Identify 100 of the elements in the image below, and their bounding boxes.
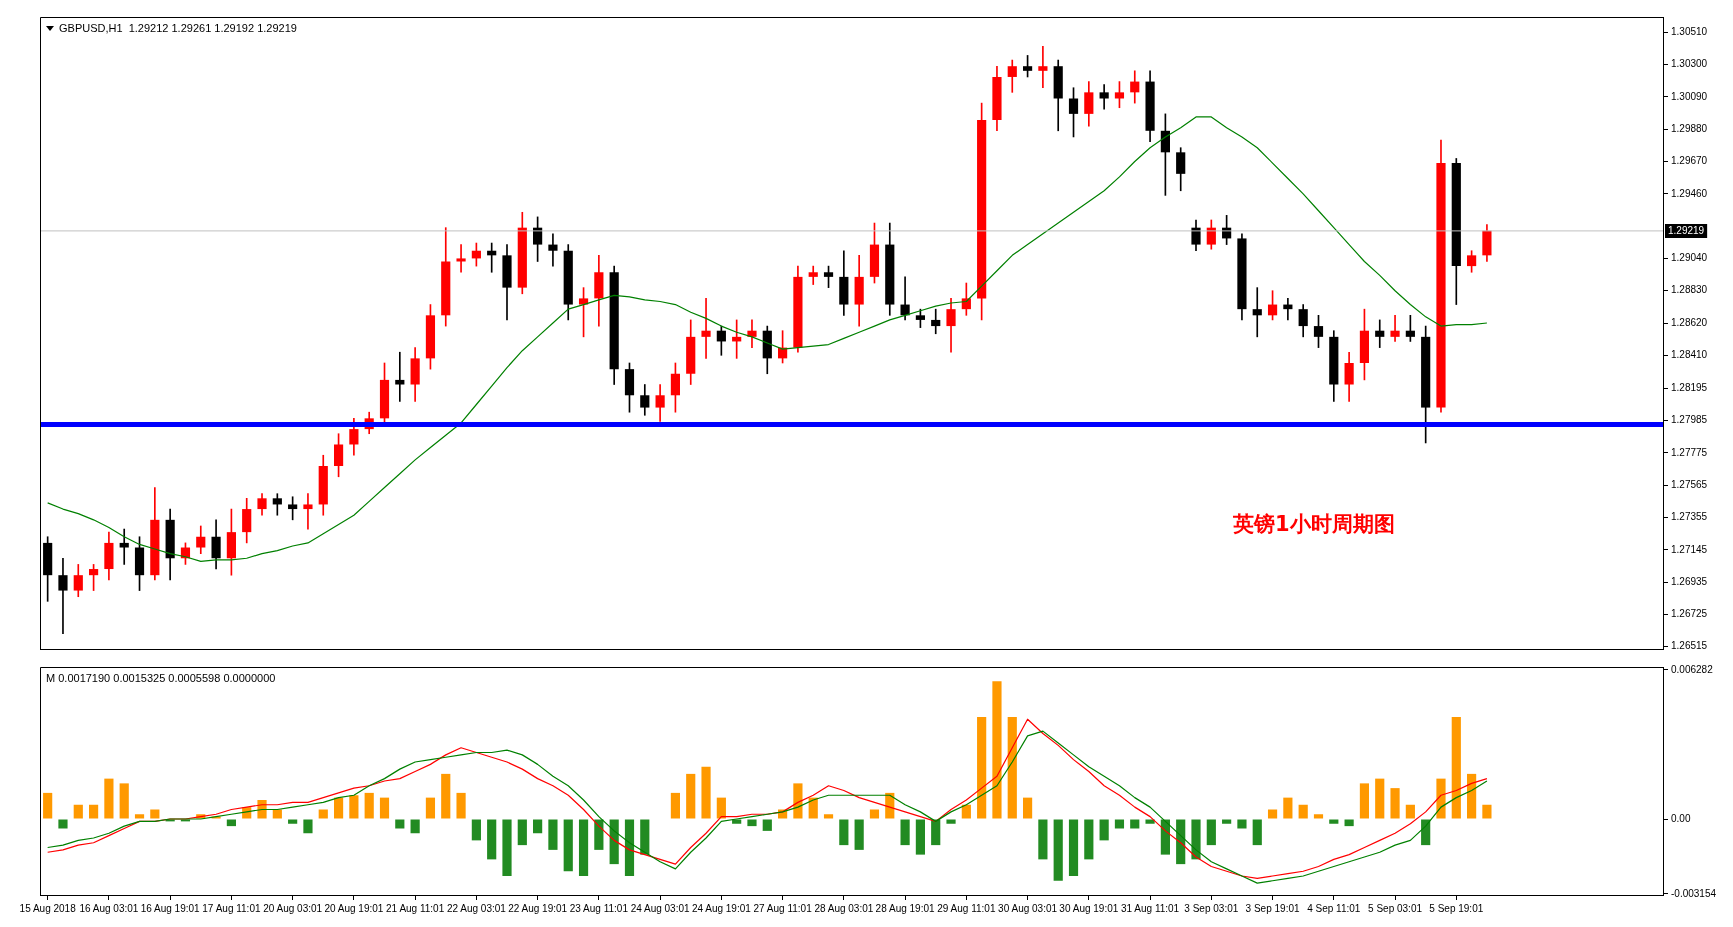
bar (73, 804, 83, 819)
bar (686, 773, 696, 819)
y-tick-label: 1.29040 (1671, 252, 1708, 264)
y-tick-label: 1.26515 (1671, 640, 1708, 652)
x-tick-label: 16 Aug 03:01 (79, 902, 139, 914)
candlestick (548, 233, 558, 267)
bar (1099, 819, 1109, 841)
candlestick (395, 351, 405, 402)
y-tick-label: 0.00 (1671, 812, 1691, 824)
y-tick-label: 1.27355 (1671, 511, 1708, 523)
bar (1068, 819, 1079, 876)
bar (1405, 804, 1415, 819)
bar (992, 681, 1002, 819)
bar (333, 797, 344, 819)
bar (793, 783, 803, 819)
bar (104, 778, 114, 819)
x-tick-label: 16 Aug 19:01 (140, 902, 201, 914)
bar (349, 795, 359, 819)
x-tick-label: 30 Aug 19:01 (1059, 902, 1119, 914)
y-tick-label: 0.006282 (1671, 663, 1714, 675)
candlestick (1252, 287, 1262, 338)
y-tick-label: 1.27985 (1671, 414, 1708, 426)
bar (364, 792, 374, 819)
bar (456, 792, 466, 819)
x-tick-label: 28 Aug 03:01 (814, 902, 874, 914)
bar (808, 797, 818, 819)
bar (1237, 819, 1247, 829)
y-tick-label: 1.28410 (1671, 349, 1708, 361)
bar (1359, 783, 1370, 819)
x-tick-label: 17 Aug 11:01 (202, 902, 261, 914)
x-tick-label: 31 Aug 11:01 (1120, 902, 1180, 914)
bar (1114, 819, 1125, 829)
bar (441, 773, 451, 819)
y-tick-label: 1.29460 (1671, 187, 1708, 199)
y-tick-label: 1.26935 (1671, 575, 1708, 587)
bar (1267, 809, 1278, 819)
x-tick-label: 5 Sep 19:01 (1429, 902, 1484, 914)
text: GBPUSD,H1 1.29212 1.29261 1.29192 1.29219 (59, 22, 297, 34)
x-tick-label: 3 Sep 03:01 (1184, 902, 1239, 914)
x-tick-label: 3 Sep 19:01 (1245, 902, 1300, 914)
bar (1390, 788, 1400, 819)
bar (1084, 819, 1094, 860)
candlestick (1390, 314, 1400, 342)
bar (89, 804, 99, 819)
candlestick (303, 493, 313, 530)
x-tick-label: 24 Aug 19:01 (691, 902, 752, 914)
y-tick-label: 1.30510 (1671, 26, 1708, 38)
bar (533, 819, 543, 834)
bar (1252, 819, 1262, 846)
candlestick (931, 308, 941, 335)
candlestick (456, 244, 466, 273)
bar (1298, 804, 1308, 819)
bar (701, 766, 711, 819)
bar (1329, 819, 1339, 824)
bar (1130, 819, 1140, 829)
bar (134, 814, 145, 819)
candlestick (747, 319, 757, 348)
x-tick-label: 20 Aug 03:01 (263, 902, 323, 914)
bar (318, 809, 328, 819)
x-tick-label: 22 Aug 19:01 (508, 902, 568, 914)
bar (747, 819, 757, 827)
bar (1313, 814, 1324, 819)
y-tick-label: 1.27145 (1671, 543, 1708, 555)
candlestick (1038, 45, 1048, 89)
bar (410, 819, 420, 834)
bar (58, 819, 68, 829)
x-tick-label: 15 Aug 2018 (19, 902, 77, 914)
bar (854, 819, 864, 850)
y-tick-label: 1.30090 (1671, 90, 1708, 102)
bar (1222, 819, 1232, 824)
bar (1191, 819, 1201, 860)
bar (1053, 819, 1063, 881)
y-tick-label: -0.003154 (1671, 887, 1717, 899)
bar (594, 819, 604, 850)
bar (150, 809, 160, 819)
bar (1038, 819, 1048, 860)
y-tick-label: 1.29880 (1671, 123, 1708, 134)
y-tick-label: 1.27565 (1671, 478, 1708, 490)
y-tick-label: 1.28195 (1671, 382, 1708, 394)
bar (762, 819, 772, 831)
bar (43, 792, 53, 819)
bar (487, 819, 497, 860)
y-tick-label: 1.27775 (1671, 446, 1708, 458)
x-tick-label: 4 Sep 11:01 (1307, 902, 1361, 914)
text: M 0.0017190 0.0015325 0.0005598 0.0000000 (46, 672, 276, 684)
x-tick-label: 22 Aug 03:01 (446, 902, 507, 914)
y-tick-label: 1.28620 (1671, 316, 1708, 328)
bar (900, 819, 910, 846)
bar (578, 819, 589, 876)
bar (977, 716, 987, 819)
candlestick (701, 298, 711, 359)
x-tick-label: 30 Aug 03:01 (998, 902, 1058, 914)
bar (272, 809, 282, 819)
bar (946, 819, 956, 824)
x-tick-label: 24 Aug 03:01 (630, 902, 691, 914)
candlestick (1099, 84, 1109, 110)
candlestick (272, 493, 282, 516)
y-tick-label: 1.29670 (1671, 155, 1708, 167)
bar (1375, 778, 1385, 819)
y-tick-label: 1.26725 (1671, 608, 1708, 620)
